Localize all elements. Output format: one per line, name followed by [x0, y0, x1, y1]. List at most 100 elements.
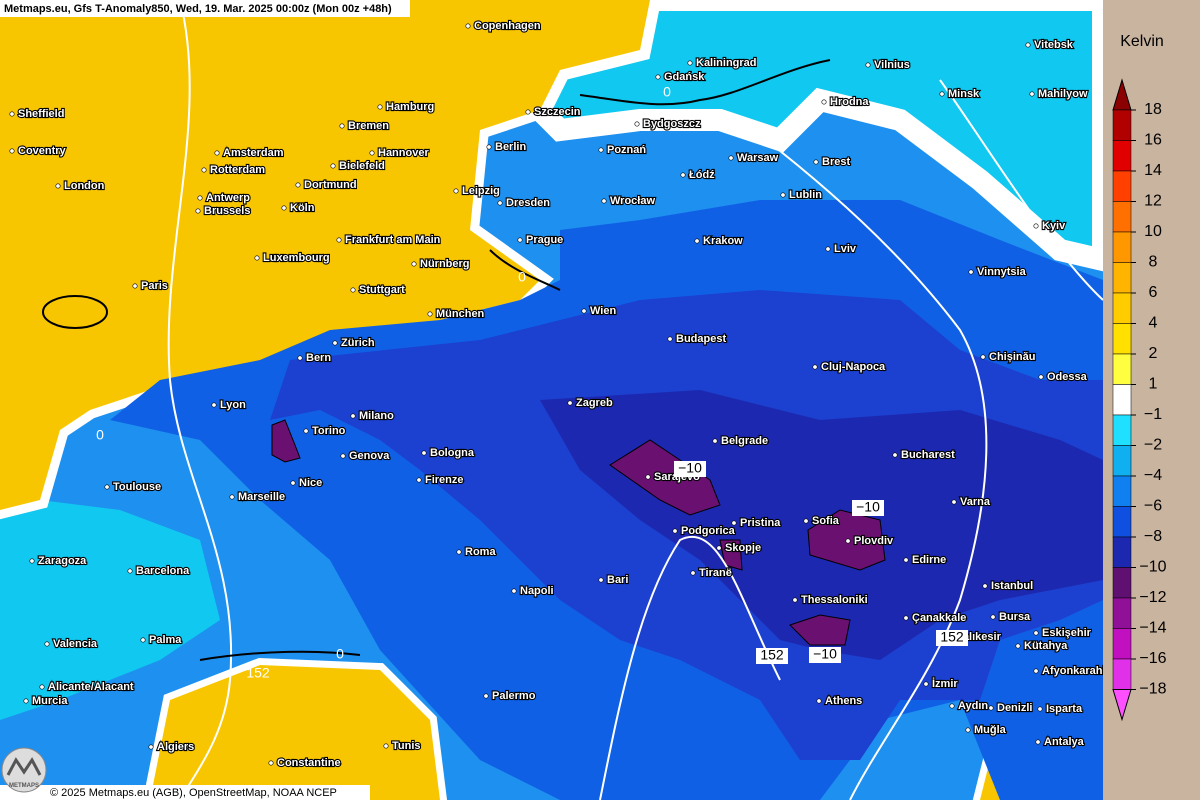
- city-label: Zürich: [341, 337, 375, 349]
- legend-tick-label: 2: [1149, 345, 1158, 362]
- city-dot: [336, 237, 342, 243]
- city-dot: [667, 336, 673, 342]
- city-dot: [340, 453, 346, 459]
- city-dot: [214, 150, 220, 156]
- city-label: Barcelona: [136, 565, 190, 577]
- contour-label-box: [674, 461, 706, 477]
- city-label: Budapest: [676, 333, 726, 345]
- header-bg: [0, 0, 410, 17]
- city-dot: [949, 703, 955, 709]
- city-label: Bologna: [430, 447, 475, 459]
- city-label: Varna: [960, 496, 991, 508]
- city-dot: [892, 452, 898, 458]
- city-label: Szczecin: [534, 106, 581, 118]
- legend-swatch: [1112, 353, 1132, 385]
- city-dot: [923, 681, 929, 687]
- city-dot: [297, 355, 303, 361]
- city-dot: [598, 147, 604, 153]
- city-dot: [1035, 739, 1041, 745]
- legend-title: Kelvin: [1120, 33, 1164, 50]
- city-dot: [195, 208, 201, 214]
- city-dot: [201, 167, 207, 173]
- city-label: Zaragoza: [38, 555, 87, 567]
- city-dot: [303, 428, 309, 434]
- legend-swatch: [1112, 628, 1132, 660]
- city-dot: [792, 597, 798, 603]
- city-dot: [728, 155, 734, 161]
- city-label: Mahilyow: [1038, 88, 1088, 100]
- legend-tick-label: 18: [1144, 101, 1162, 118]
- city-dot: [803, 518, 809, 524]
- city-label: Köln: [290, 202, 315, 214]
- city-dot: [427, 311, 433, 317]
- city-dot: [104, 484, 110, 490]
- city-dot: [825, 246, 831, 252]
- city-dot: [453, 188, 459, 194]
- legend-swatch: [1112, 475, 1132, 507]
- city-label: Odessa: [1047, 371, 1088, 383]
- city-label: Podgorica: [681, 525, 736, 537]
- city-label: Dresden: [506, 197, 550, 209]
- city-dot: [44, 641, 50, 647]
- city-label: Antwerp: [206, 192, 250, 204]
- city-label: Palma: [149, 634, 182, 646]
- city-dot: [690, 570, 696, 576]
- city-dot: [965, 727, 971, 733]
- contour-label-box: [756, 648, 788, 664]
- legend-tick-label: −12: [1139, 589, 1166, 606]
- city-dot: [716, 545, 722, 551]
- city-dot: [598, 577, 604, 583]
- city-label: Bydgoszcz: [643, 118, 701, 130]
- city-label: Leipzig: [462, 185, 500, 197]
- city-label: Sofia: [812, 515, 840, 527]
- city-label: Dortmund: [304, 179, 357, 191]
- city-label: Hrodna: [830, 96, 869, 108]
- city-dot: [672, 528, 678, 534]
- city-dot: [903, 615, 909, 621]
- city-dot: [197, 195, 203, 201]
- city-label: Bari: [607, 574, 628, 586]
- city-label: Firenze: [425, 474, 464, 486]
- city-dot: [456, 549, 462, 555]
- city-label: Alicante/Alacant: [48, 681, 134, 693]
- city-label: London: [64, 180, 105, 192]
- legend-tick-label: 8: [1149, 254, 1158, 271]
- legend-swatch: [1112, 231, 1132, 263]
- city-label: Bielefeld: [339, 160, 385, 172]
- city-dot: [339, 123, 345, 129]
- city-label: Bern: [306, 352, 331, 364]
- legend-tick-label: 12: [1144, 193, 1162, 210]
- city-label: Torino: [312, 425, 346, 437]
- legend-tick-label: −14: [1139, 620, 1166, 637]
- legend-tick-label: −18: [1139, 681, 1166, 698]
- city-label: Bursa: [999, 611, 1031, 623]
- city-label: Tiranë: [699, 567, 732, 579]
- city-dot: [1037, 706, 1043, 712]
- contour-label-box: [852, 500, 884, 516]
- city-dot: [29, 558, 35, 564]
- city-label: Coventry: [18, 145, 67, 157]
- legend-swatch: [1112, 445, 1132, 477]
- city-dot: [980, 354, 986, 360]
- city-label: Lviv: [834, 243, 857, 255]
- city-label: Paris: [141, 280, 168, 292]
- city-label: Athens: [825, 695, 862, 707]
- city-dot: [55, 183, 61, 189]
- city-dot: [383, 743, 389, 749]
- legend: 18 16 14 12 10 8 6 4 2 1 −1 −2 −4 −6 −8 −10 −12 −14 −16 −18: [1112, 78, 1167, 722]
- copyright: © 2025 Metmaps.eu (AGB), OpenStreetMap, …: [50, 787, 337, 799]
- city-dot: [369, 150, 375, 156]
- city-dot: [497, 200, 503, 206]
- city-label: Berlin: [495, 141, 526, 153]
- city-dot: [982, 583, 988, 589]
- city-dot: [148, 744, 154, 750]
- city-dot: [968, 269, 974, 275]
- city-label: Istanbul: [991, 580, 1033, 592]
- city-dot: [712, 438, 718, 444]
- city-label: Aydın: [958, 700, 988, 712]
- map-fields: [0, 0, 1103, 800]
- city-label: Toulouse: [113, 481, 161, 493]
- header-title: Metmaps.eu, Gfs T-Anomaly850, Wed, 19. M…: [4, 3, 392, 15]
- legend-tick-label: 1: [1149, 376, 1158, 393]
- city-label: Lublin: [789, 189, 822, 201]
